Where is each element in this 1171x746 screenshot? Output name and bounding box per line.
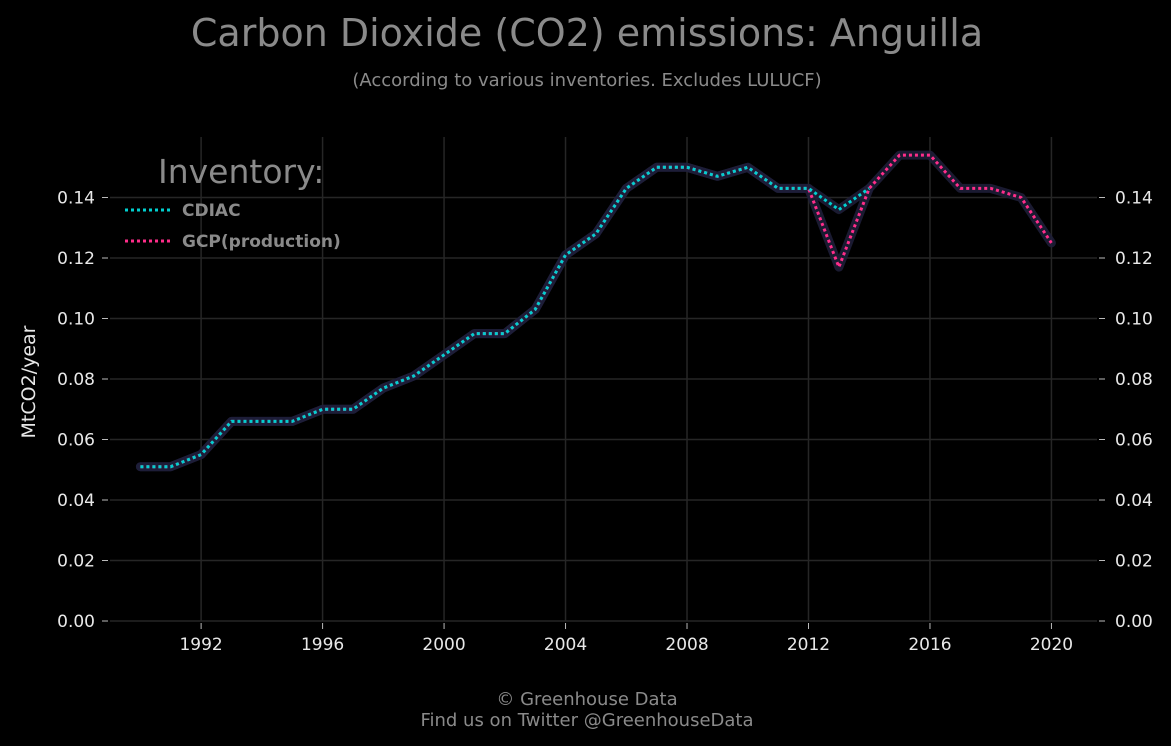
data-point bbox=[838, 266, 840, 268]
x-tick-label: 2000 bbox=[422, 635, 465, 655]
legend-title: Inventory: bbox=[158, 152, 324, 191]
data-point bbox=[1050, 242, 1052, 244]
x-tick-label: 2012 bbox=[787, 635, 830, 655]
y-tick-label-left: 0.02 bbox=[57, 552, 95, 572]
data-point bbox=[291, 420, 293, 422]
data-point bbox=[564, 254, 566, 256]
data-point bbox=[352, 408, 354, 410]
y-tick-label-right: 0.14 bbox=[1115, 189, 1153, 209]
footer-twitter: Find us on Twitter @GreenhouseData bbox=[420, 710, 753, 731]
x-tick-label: 1996 bbox=[301, 635, 344, 655]
x-tick-label: 1992 bbox=[179, 635, 222, 655]
data-point bbox=[595, 233, 597, 235]
axes: 0.00 0.00 0.02 0.02 0.04 0.04 0.06 0.06 0.08 0.08… bbox=[57, 189, 1153, 656]
y-tick-label-left: 0.06 bbox=[57, 431, 95, 451]
data-point bbox=[625, 187, 627, 189]
legend-label-cdiac: CDIAC bbox=[182, 201, 241, 221]
data-point bbox=[868, 187, 870, 189]
data-point bbox=[959, 187, 961, 189]
data-point bbox=[170, 466, 172, 468]
data-point bbox=[321, 408, 323, 410]
x-tick-label: 2008 bbox=[665, 635, 708, 655]
y-tick-label-right: 0.10 bbox=[1115, 310, 1153, 330]
data-point bbox=[747, 166, 749, 168]
data-point bbox=[655, 166, 657, 168]
y-tick-label-right: 0.12 bbox=[1115, 249, 1153, 269]
legend-label-gcp: GCP(production) bbox=[182, 232, 341, 252]
data-point bbox=[473, 332, 475, 334]
data-point bbox=[990, 187, 992, 189]
y-tick-label-right: 0.06 bbox=[1115, 431, 1153, 451]
y-axis-label: MtCO2/year bbox=[18, 325, 40, 438]
data-point bbox=[716, 175, 718, 177]
data-point bbox=[230, 420, 232, 422]
y-tick-label-left: 0.14 bbox=[57, 189, 95, 209]
chart-title: Carbon Dioxide (CO2) emissions: Anguilla bbox=[191, 11, 983, 55]
data-point bbox=[413, 375, 415, 377]
data-point bbox=[504, 332, 506, 334]
data-point bbox=[443, 354, 445, 356]
x-tick-label: 2004 bbox=[544, 635, 587, 655]
grid bbox=[110, 137, 1097, 622]
y-tick-label-left: 0.10 bbox=[57, 310, 95, 330]
data-point bbox=[686, 166, 688, 168]
y-tick-label-left: 0.08 bbox=[57, 370, 95, 390]
plot-area bbox=[135, 150, 1056, 472]
legend: Inventory: CDIAC GCP(production) bbox=[125, 152, 341, 252]
y-tick-label-left: 0.00 bbox=[57, 612, 95, 632]
data-point bbox=[838, 208, 840, 210]
y-tick-label-right: 0.04 bbox=[1115, 491, 1153, 511]
data-point bbox=[382, 387, 384, 389]
chart-subtitle: (According to various inventories. Exclu… bbox=[352, 70, 821, 91]
data-point bbox=[807, 187, 809, 189]
data-point bbox=[534, 308, 536, 310]
x-tick-label: 2020 bbox=[1030, 635, 1073, 655]
y-tick-label-left: 0.04 bbox=[57, 491, 95, 511]
y-tick-label-left: 0.12 bbox=[57, 249, 95, 269]
data-point bbox=[139, 466, 141, 468]
data-point bbox=[777, 187, 779, 189]
series-line-cdiac bbox=[140, 165, 871, 469]
data-point bbox=[898, 154, 900, 156]
data-point bbox=[1020, 196, 1022, 198]
x-tick-label: 2016 bbox=[908, 635, 951, 655]
data-point bbox=[200, 453, 202, 455]
data-point bbox=[929, 154, 931, 156]
data-point bbox=[261, 420, 263, 422]
footer-credit: © Greenhouse Data bbox=[496, 689, 677, 710]
y-tick-label-right: 0.02 bbox=[1115, 552, 1153, 572]
y-tick-label-right: 0.08 bbox=[1115, 370, 1153, 390]
y-tick-label-right: 0.00 bbox=[1115, 612, 1153, 632]
